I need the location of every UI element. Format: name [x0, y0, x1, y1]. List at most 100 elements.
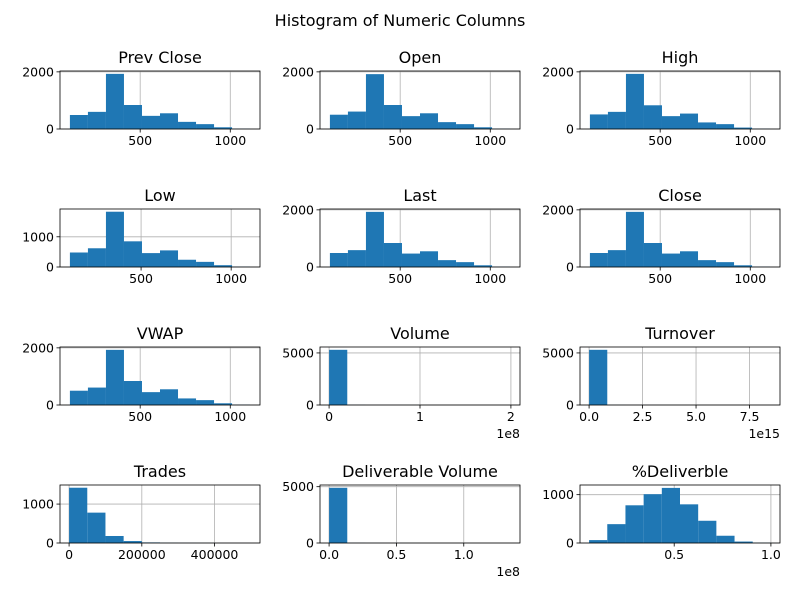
- prev-close-xtick-label: 1000: [214, 133, 246, 148]
- subplot-prev-close: Prev Close 500 1000 0 2000: [22, 48, 261, 148]
- low-xtick-label: 500: [129, 271, 153, 286]
- open-xtick-label: 500: [388, 133, 412, 148]
- high-bar: [625, 73, 644, 129]
- open-ytick-label: 2000: [282, 64, 314, 79]
- trades-bar: [87, 512, 106, 543]
- high-bar: [661, 116, 680, 129]
- subplot-trades: Trades 0 200000 400000 0 1000: [22, 462, 261, 562]
- high-bar: [680, 113, 699, 129]
- prev-close-bar: [87, 111, 106, 129]
- trades-bar: [105, 535, 124, 543]
- close-bar: [643, 243, 662, 267]
- vwap-axes-frame: [59, 346, 261, 406]
- high-bar: [589, 114, 608, 129]
- low-bar: [214, 265, 233, 267]
- pct-deliverble-xtick-label: 0.5: [664, 547, 684, 562]
- low-bar: [160, 250, 179, 267]
- last-bar: [474, 265, 493, 267]
- vwap-bar: [123, 381, 142, 405]
- subplot-deliverable-volume: Deliverable Volume 0.0 0.5 1.0 0 5000 1e8: [282, 462, 521, 579]
- low-bar: [69, 252, 88, 267]
- pct-deliverble-xtick-label: 1.0: [761, 547, 781, 562]
- open-title: Open: [399, 48, 442, 67]
- high-xtick-label: 500: [648, 133, 672, 148]
- volume-xtick-label: 2: [507, 409, 515, 424]
- last-ytick-label: 2000: [282, 202, 314, 217]
- high-xtick-label: 1000: [734, 133, 766, 148]
- trades-ytick-label: 0: [46, 536, 54, 551]
- volume-offset-label: 1e8: [496, 426, 520, 441]
- prev-close-bar: [178, 121, 197, 129]
- prev-close-ytick-label: 0: [46, 122, 54, 137]
- turnover-offset-label: 1e15: [748, 426, 780, 441]
- trades-title: Trades: [133, 462, 186, 481]
- low-ytick-label: 1000: [22, 229, 54, 244]
- pct-deliverble-ytick-label: 1000: [542, 487, 574, 502]
- turnover-axes-frame: [579, 346, 781, 406]
- vwap-bar: [160, 389, 179, 405]
- high-ytick-label: 2000: [542, 64, 574, 79]
- last-bar: [456, 262, 475, 267]
- last-xtick-label: 500: [388, 271, 412, 286]
- open-axes-frame: [319, 70, 521, 130]
- prev-close-axes-frame: [59, 70, 261, 130]
- turnover-ytick-label: 5000: [542, 345, 574, 360]
- high-bar: [716, 124, 735, 129]
- pct-deliverble-bar: [661, 487, 680, 543]
- deliverable-volume-title: Deliverable Volume: [342, 462, 498, 481]
- vwap-ytick-label: 2000: [22, 340, 54, 355]
- open-bar: [401, 116, 420, 129]
- pct-deliverble-bar: [589, 540, 608, 543]
- low-bar: [87, 248, 106, 267]
- trades-ytick-label: 1000: [22, 497, 54, 512]
- close-bar: [680, 251, 699, 267]
- pct-deliverble-bar: [607, 524, 626, 543]
- vwap-xtick-label: 500: [128, 409, 152, 424]
- open-bar: [438, 122, 457, 129]
- open-bar: [456, 124, 475, 129]
- low-bar: [196, 261, 215, 267]
- subplot-open: Open 500 1000 0 2000: [282, 48, 521, 148]
- low-title: Low: [144, 186, 176, 205]
- close-xtick-label: 500: [648, 271, 672, 286]
- low-bar: [178, 259, 197, 267]
- high-bar: [643, 105, 662, 129]
- close-bar: [716, 262, 735, 267]
- prev-close-bar: [123, 105, 142, 129]
- volume-ytick-label: 5000: [282, 345, 314, 360]
- last-axes-frame: [319, 208, 521, 268]
- volume-xtick-label: 0: [325, 409, 333, 424]
- close-bar: [698, 260, 717, 267]
- vwap-bar: [69, 390, 88, 405]
- close-bar: [734, 265, 753, 267]
- low-bar: [105, 211, 124, 267]
- high-bar: [734, 127, 753, 129]
- vwap-bar: [196, 400, 215, 405]
- volume-bar: [329, 349, 348, 405]
- low-ytick-label: 0: [46, 260, 54, 275]
- vwap-xtick-label: 1000: [214, 409, 246, 424]
- trades-xtick-label: 400000: [191, 547, 239, 562]
- pct-deliverble-bar: [698, 520, 717, 543]
- prev-close-bar: [160, 113, 179, 129]
- close-ytick-label: 2000: [542, 202, 574, 217]
- close-bar: [625, 211, 644, 267]
- low-xtick-label: 1000: [215, 271, 247, 286]
- prev-close-bar: [69, 115, 88, 129]
- last-bar: [401, 253, 420, 267]
- trades-xtick-label: 200000: [118, 547, 166, 562]
- last-bar: [329, 253, 348, 267]
- turnover-xtick-label: 2.5: [633, 409, 653, 424]
- trades-xtick-label: 0: [65, 547, 73, 562]
- turnover-xtick-label: 0.0: [579, 409, 599, 424]
- high-bar: [698, 122, 717, 129]
- last-bar: [383, 243, 402, 267]
- turnover-xtick-label: 5.0: [686, 409, 706, 424]
- subplot-low: Low 500 1000 0 1000: [22, 186, 261, 286]
- high-ytick-label: 0: [566, 122, 574, 137]
- close-bar: [661, 253, 680, 267]
- prev-close-ytick-label: 2000: [22, 64, 54, 79]
- prev-close-bar: [141, 115, 160, 129]
- vwap-bar: [214, 403, 233, 405]
